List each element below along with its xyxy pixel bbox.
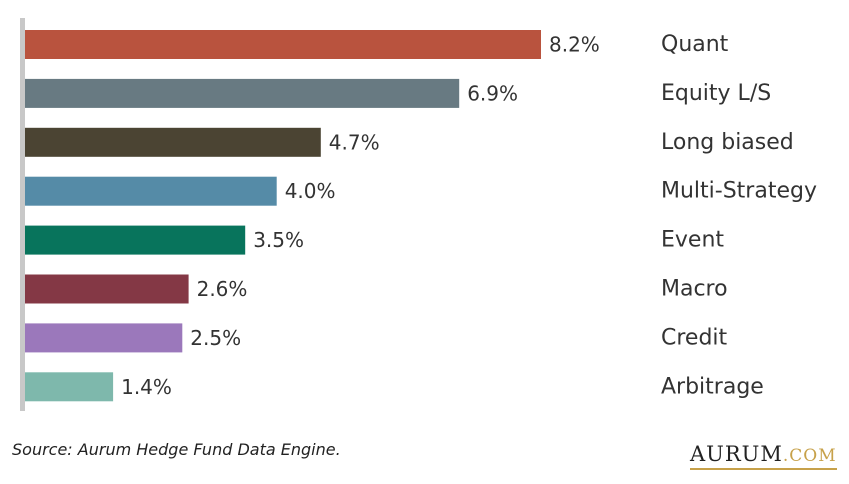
bars-group: 8.2% Quant 6.9% Equity L/S 4.7% Long biased 4.… <box>25 30 817 402</box>
category-label: Long biased <box>661 130 794 155</box>
category-label: Multi-Strategy <box>661 179 817 204</box>
brand-logo[interactable]: AURUM.COM <box>690 442 840 472</box>
value-label: 4.7% <box>329 130 380 154</box>
value-label: 2.5% <box>190 326 241 350</box>
category-label: Credit <box>661 325 728 350</box>
value-label: 4.0% <box>285 179 336 203</box>
bar-multi-strategy <box>25 176 277 206</box>
bar-event <box>25 225 246 255</box>
brand-domain: .COM <box>782 446 837 466</box>
bar-quant <box>25 30 541 59</box>
value-label: 3.5% <box>253 228 304 252</box>
category-label: Event <box>661 228 724 253</box>
category-label: Quant <box>661 32 729 57</box>
category-label: Equity L/S <box>661 81 771 106</box>
bar-equity-l-s <box>25 78 460 108</box>
bar-macro <box>25 274 189 304</box>
category-label: Macro <box>661 277 728 302</box>
value-label: 8.2% <box>549 33 600 57</box>
value-label: 6.9% <box>467 81 518 105</box>
bar-credit <box>25 323 183 353</box>
bar-long-biased <box>25 127 321 157</box>
y-axis-line <box>20 18 25 411</box>
category-label: Arbitrage <box>661 374 764 399</box>
value-label: 1.4% <box>121 375 172 399</box>
value-label: 2.6% <box>197 277 248 301</box>
brand-name: AURUM <box>690 442 783 466</box>
bar-arbitrage <box>25 372 114 402</box>
source-note: Source: Aurum Hedge Fund Data Engine. <box>12 440 341 459</box>
brand-underline <box>690 468 837 470</box>
